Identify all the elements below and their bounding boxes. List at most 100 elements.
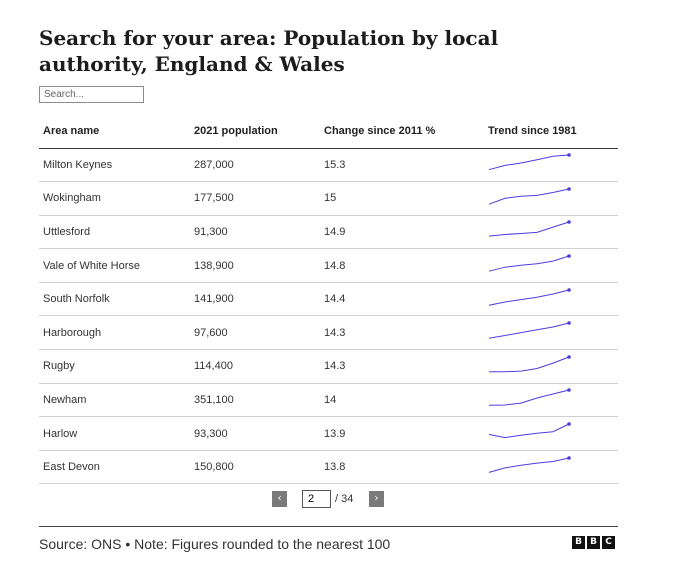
- population-cell: 150,800: [190, 450, 320, 485]
- column-header-area[interactable]: Area name: [39, 114, 190, 149]
- trend-sparkline: [488, 455, 571, 473]
- trend-endpoint: [567, 220, 571, 225]
- table-row: East Devon 150,800 13.8: [39, 450, 618, 485]
- change-cell: 14.8: [320, 248, 484, 283]
- area-name-cell: Uttlesford: [39, 215, 190, 250]
- bbc-logo-block: C: [602, 536, 615, 549]
- table-row: Wokingham 177,500 15: [39, 181, 618, 216]
- trend-cell: [484, 383, 618, 418]
- trend-line: [488, 222, 570, 238]
- population-cell: 177,500: [190, 181, 320, 216]
- trend-line: [488, 457, 570, 473]
- trend-cell: [484, 215, 618, 250]
- table-row: Milton Keynes 287,000 15.3: [39, 148, 618, 183]
- area-name-cell: Harborough: [39, 315, 190, 351]
- trend-sparkline: [488, 187, 571, 205]
- page-number-input[interactable]: [302, 490, 331, 508]
- population-cell: 97,600: [190, 315, 320, 351]
- trend-line: [488, 255, 570, 272]
- trend-cell: [484, 181, 618, 216]
- trend-endpoint: [567, 422, 571, 426]
- trend-cell: [484, 315, 618, 351]
- population-table: Area name 2021 population Change since 2…: [39, 114, 618, 485]
- change-cell: 15: [320, 181, 484, 216]
- trend-line: [488, 289, 570, 306]
- trend-line: [488, 389, 570, 407]
- column-header-change[interactable]: Change since 2011 %: [320, 114, 484, 149]
- population-cell: 91,300: [190, 215, 320, 250]
- trend-cell: [484, 282, 618, 317]
- change-cell: 14.3: [320, 315, 484, 351]
- change-cell: 14: [320, 383, 484, 418]
- trend-cell: [484, 450, 618, 485]
- area-name-cell: Milton Keynes: [39, 148, 190, 183]
- trend-sparkline: [488, 388, 571, 407]
- trend-endpoint: [567, 321, 571, 326]
- trend-line: [488, 423, 570, 439]
- area-name-cell: East Devon: [39, 450, 190, 485]
- population-cell: 114,400: [190, 349, 320, 384]
- trend-line: [489, 356, 570, 373]
- change-cell: 13.9: [320, 416, 484, 451]
- change-cell: 14.9: [320, 215, 484, 250]
- trend-sparkline: [488, 422, 571, 439]
- table-row: Harborough 97,600 14.3: [39, 315, 618, 351]
- trend-cell: [484, 248, 618, 283]
- bbc-logo: B B C: [572, 536, 615, 549]
- population-cell: 351,100: [190, 383, 320, 418]
- trend-sparkline: [488, 220, 571, 238]
- table-row: Newham 351,100 14: [39, 383, 618, 418]
- trend-endpoint: [567, 287, 571, 292]
- page-title: Search for your area: Population by loca…: [39, 26, 499, 76]
- pagination: ‹ / 34 ›: [0, 489, 674, 509]
- trend-cell: [484, 349, 618, 384]
- change-cell: 15.3: [320, 148, 484, 183]
- area-name-cell: Vale of White Horse: [39, 248, 190, 283]
- population-cell: 141,900: [190, 282, 320, 317]
- trend-endpoint: [567, 187, 571, 191]
- bbc-logo-block: B: [587, 536, 600, 549]
- previous-page-button[interactable]: ‹: [272, 491, 287, 507]
- table-row: Harlow 93,300 13.9: [39, 416, 618, 451]
- area-name-cell: South Norfolk: [39, 282, 190, 317]
- trend-sparkline: [488, 153, 571, 171]
- table-body: Milton Keynes 287,000 15.3 Wokingham 177,500…: [39, 148, 618, 485]
- column-header-trend: Trend since 1981: [484, 114, 618, 149]
- table-row: South Norfolk 141,900 14.4: [39, 282, 618, 317]
- bbc-logo-block: B: [572, 536, 585, 549]
- next-page-button[interactable]: ›: [369, 491, 384, 507]
- trend-cell: [484, 416, 618, 451]
- trend-sparkline: [488, 287, 571, 306]
- population-cell: 138,900: [190, 248, 320, 283]
- area-name-cell: Newham: [39, 383, 190, 418]
- change-cell: 14.4: [320, 282, 484, 317]
- footer-divider: [39, 526, 618, 527]
- area-name-cell: Harlow: [39, 416, 190, 451]
- trend-sparkline: [488, 321, 571, 339]
- trend-sparkline: [488, 254, 571, 272]
- population-cell: 287,000: [190, 148, 320, 183]
- trend-endpoint: [567, 355, 571, 359]
- table-row: Rugby 114,400 14.3: [39, 349, 618, 384]
- trend-endpoint: [567, 388, 571, 393]
- table-row: Vale of White Horse 138,900 14.8: [39, 248, 618, 283]
- trend-line: [488, 188, 570, 205]
- area-name-cell: Rugby: [39, 349, 190, 384]
- trend-line: [488, 322, 570, 339]
- trend-cell: [484, 148, 618, 183]
- trend-endpoint: [567, 455, 571, 460]
- change-cell: 14.3: [320, 349, 484, 384]
- trend-sparkline: [489, 355, 571, 373]
- search-input[interactable]: [39, 86, 144, 103]
- table-header-row: Area name 2021 population Change since 2…: [39, 114, 618, 149]
- trend-endpoint: [567, 153, 571, 158]
- trend-line: [488, 154, 570, 171]
- column-header-population[interactable]: 2021 population: [190, 114, 320, 149]
- table-row: Uttlesford 91,300 14.9: [39, 215, 618, 250]
- trend-endpoint: [567, 254, 571, 258]
- change-cell: 13.8: [320, 450, 484, 485]
- page-total: / 34: [335, 493, 354, 505]
- area-name-cell: Wokingham: [39, 181, 190, 216]
- population-cell: 93,300: [190, 416, 320, 451]
- source-note: Source: ONS • Note: Figures rounded to t…: [39, 536, 391, 552]
